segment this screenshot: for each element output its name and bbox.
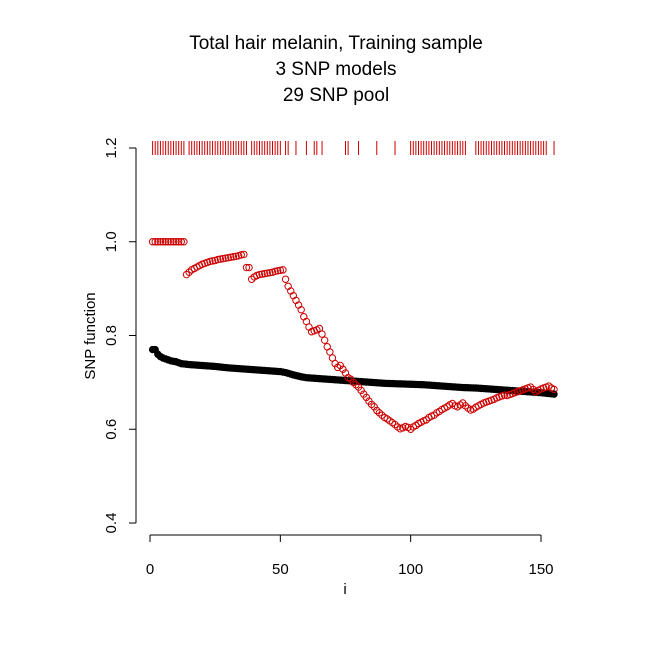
red-series-point [279, 266, 287, 274]
chart-title-line-3: 29 SNP pool [282, 85, 390, 106]
red-series-point [461, 402, 470, 410]
red-series-point [281, 275, 290, 283]
y-tick-label: 0.6 [103, 419, 120, 440]
chart-title-line-2: 3 SNP models [275, 59, 397, 80]
red-series-point [185, 268, 193, 276]
x-tick-label: 100 [398, 561, 423, 578]
red-series-point [167, 238, 175, 246]
red-series-point [448, 399, 457, 408]
red-series-point [227, 253, 235, 261]
red-series-point [154, 238, 162, 246]
red-series-point [221, 254, 230, 262]
red-series-point [151, 238, 159, 246]
red-series-point [349, 378, 358, 387]
red-series-point [500, 391, 509, 399]
y-tick-label: 1.0 [103, 231, 120, 252]
red-series-point [326, 348, 334, 356]
red-series-point [206, 257, 214, 266]
red-series-point [266, 268, 274, 277]
red-series-point [336, 361, 344, 370]
y-axis-label: SNP function [82, 292, 99, 379]
red-series-point [318, 330, 326, 338]
red-series-point [550, 385, 558, 394]
red-series-point [180, 238, 188, 246]
x-tick-label: 0 [146, 561, 154, 578]
red-series-point [172, 238, 180, 246]
red-series-point [271, 267, 279, 275]
red-series-point [232, 252, 240, 260]
red-series-point [378, 411, 386, 419]
red-series-point [320, 336, 329, 344]
y-tick-label: 1.2 [103, 138, 120, 159]
red-series-point [276, 266, 285, 275]
red-series-point [216, 255, 225, 263]
red-series-point [229, 253, 238, 261]
red-series-point [331, 359, 339, 368]
x-tick-label: 150 [528, 561, 553, 578]
red-series-point [245, 263, 253, 272]
chart-title-line-1: Total hair melanin, Training sample [189, 33, 483, 54]
red-series-point [406, 425, 415, 433]
red-series-point [208, 257, 217, 265]
red-series-point [263, 269, 271, 277]
x-tick-label: 50 [272, 561, 289, 578]
red-series-point [367, 400, 376, 409]
red-series-point [242, 263, 251, 272]
red-series-point [247, 275, 256, 283]
red-series-point [224, 253, 232, 262]
red-series-point [422, 416, 431, 424]
red-series-point [352, 381, 360, 389]
red-series-point [375, 409, 384, 417]
red-series-point [164, 238, 172, 246]
red-series-point [274, 267, 282, 275]
red-series-point [255, 270, 264, 279]
red-series-point [526, 383, 535, 391]
red-series-point [219, 254, 227, 263]
red-series-point [240, 250, 248, 259]
y-tick-label: 0.4 [103, 513, 120, 534]
red-series-point [297, 306, 305, 314]
red-series-point [529, 385, 537, 394]
red-series-point [357, 386, 365, 395]
red-series-point [174, 238, 183, 246]
red-series-point [237, 251, 245, 259]
red-series-point [260, 269, 269, 278]
red-series-point [370, 403, 378, 411]
red-series-point [391, 420, 399, 429]
red-series-point [373, 406, 381, 415]
red-series-point [159, 238, 167, 246]
red-series-point [214, 255, 222, 264]
red-series-point [148, 238, 157, 246]
red-series-point [339, 365, 347, 373]
x-axis-label: i [343, 581, 346, 598]
red-series-point [156, 238, 165, 246]
red-series-point [362, 393, 371, 402]
red-series-point [258, 270, 266, 278]
red-series-point [182, 270, 191, 279]
y-tick-label: 0.8 [103, 325, 120, 346]
red-series-point [430, 411, 438, 419]
red-series-point [177, 238, 185, 246]
red-series-point [169, 238, 178, 246]
red-series-point [161, 238, 170, 246]
